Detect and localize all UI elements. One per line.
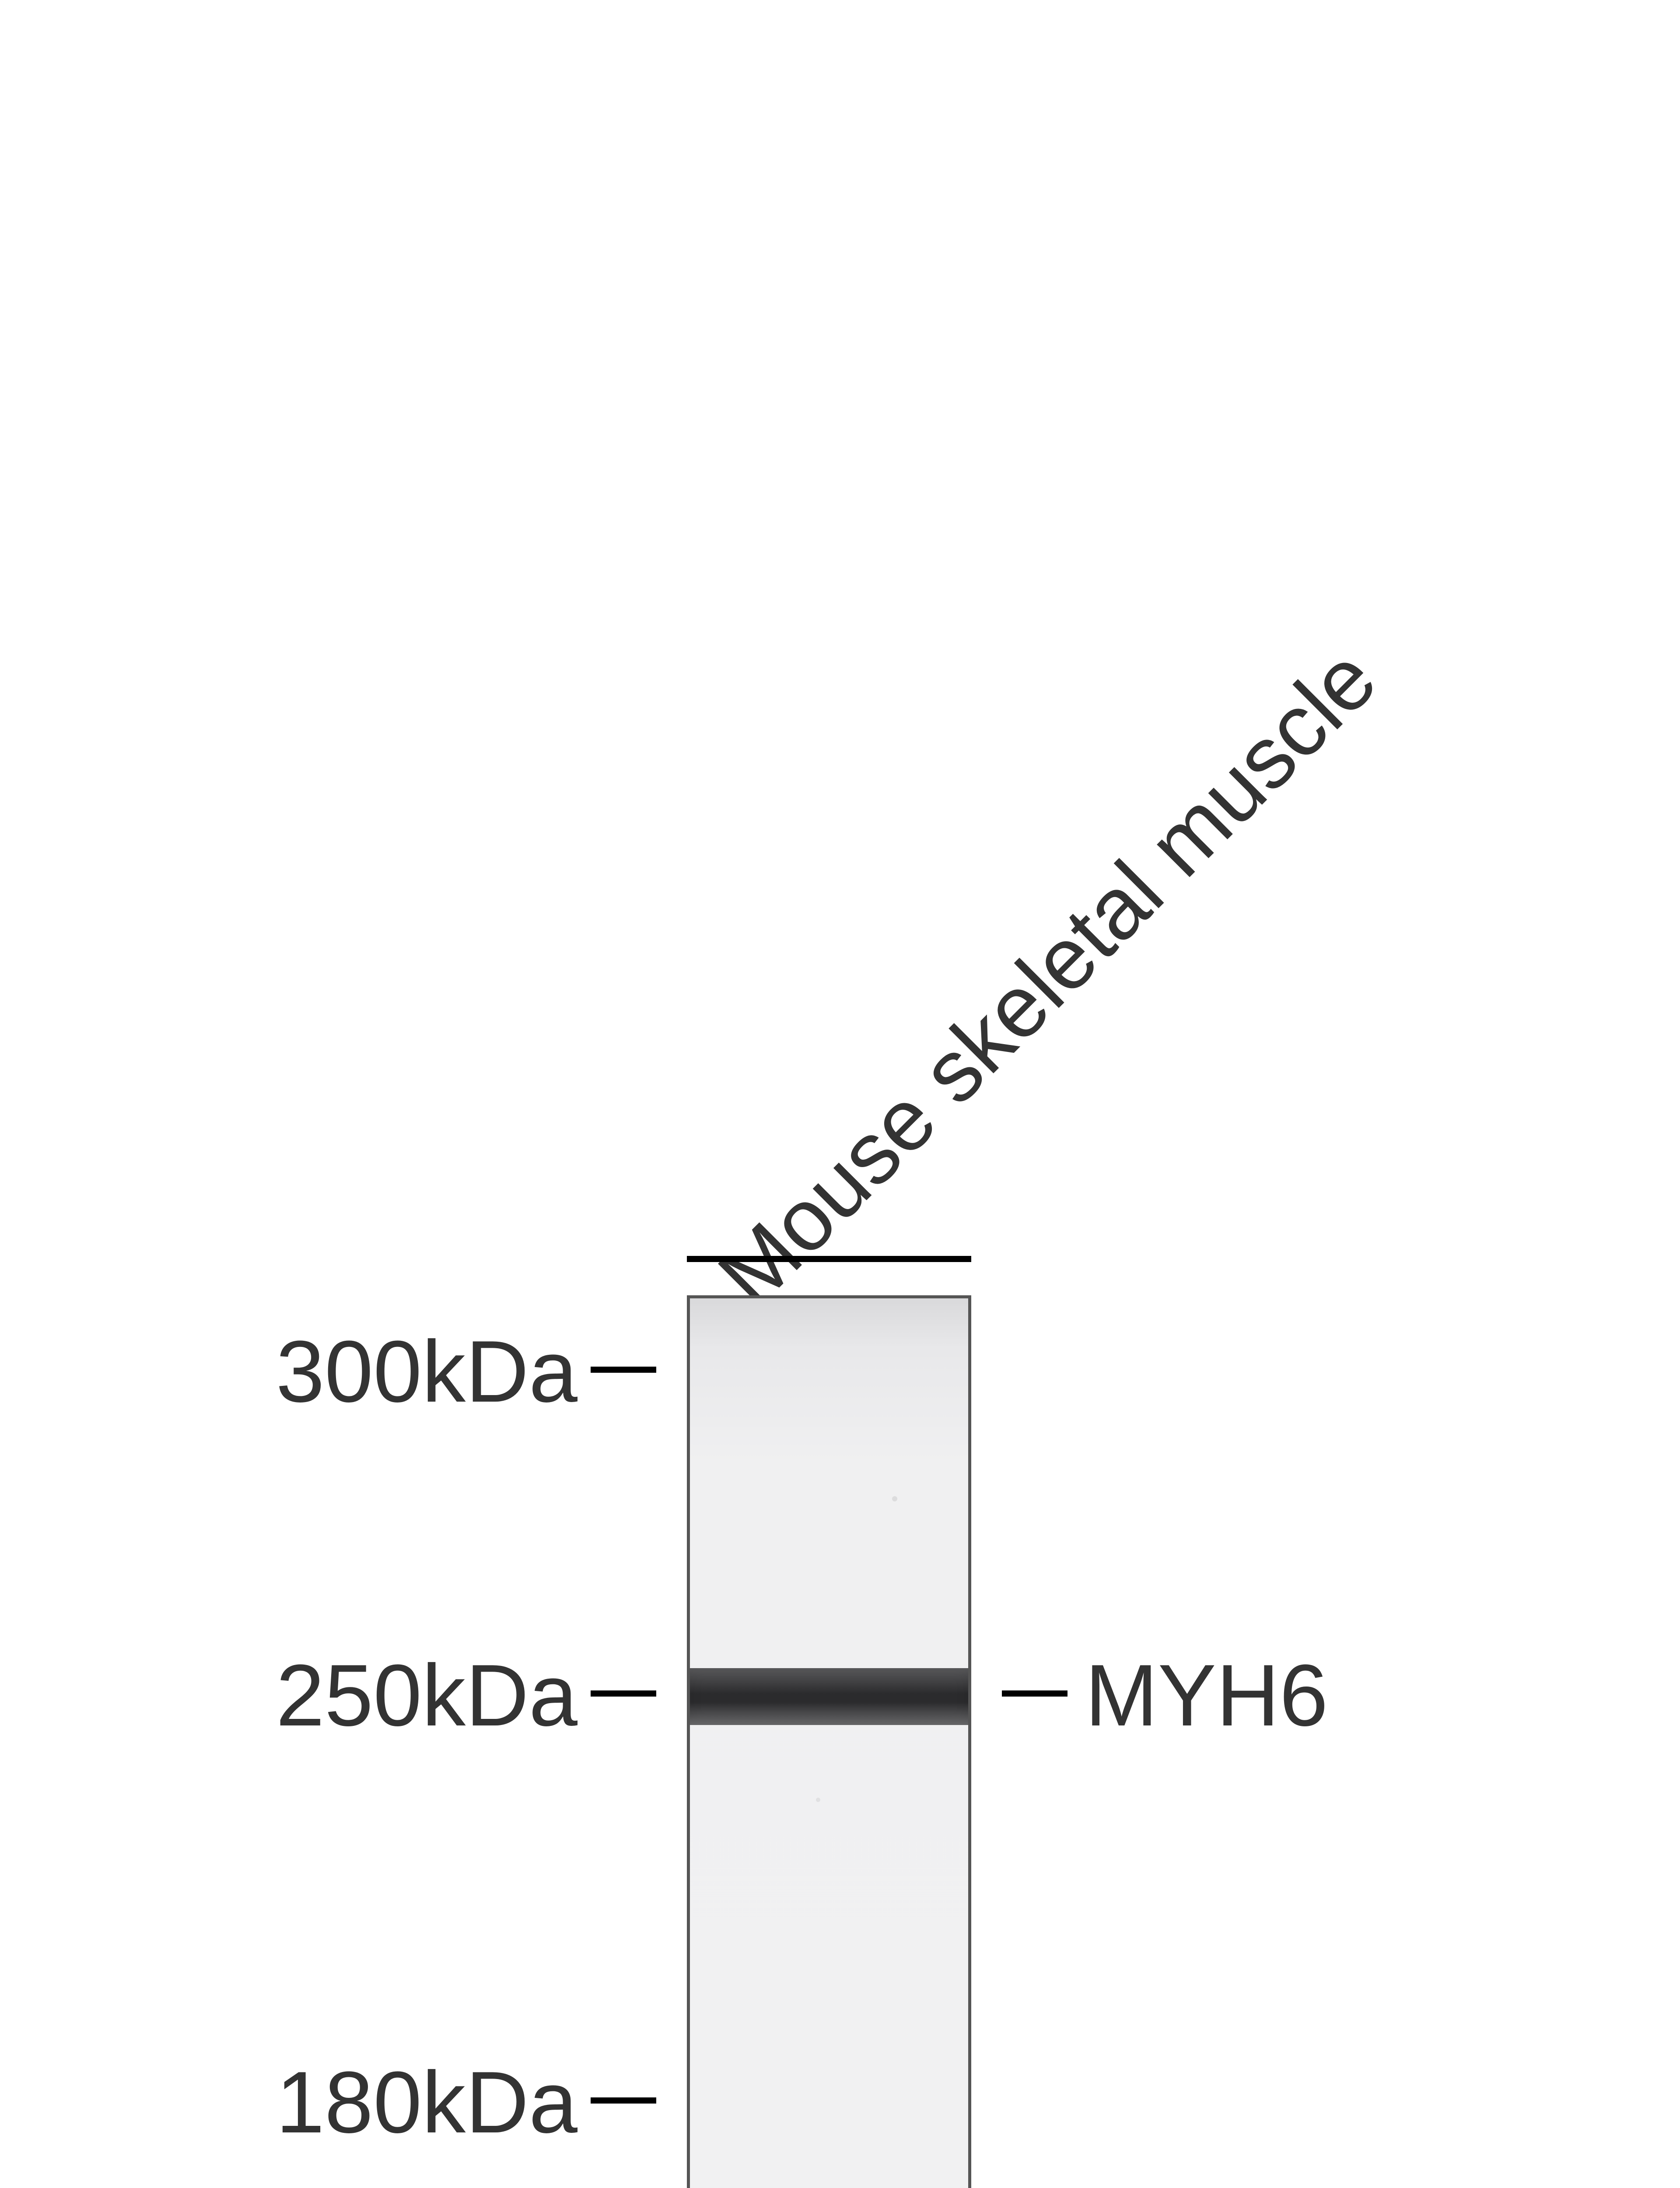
lane-noise-speckle	[816, 1798, 820, 1802]
marker-tick	[591, 1367, 656, 1373]
marker-tick	[591, 1690, 656, 1697]
lane-noise-speckle	[892, 1496, 897, 1501]
sample-label-underline	[687, 1256, 971, 1262]
sample-label: Mouse skeletal muscle	[699, 629, 1396, 1326]
marker-label: 300kDa	[276, 1322, 578, 1422]
marker-label: 250kDa	[276, 1645, 578, 1746]
band-label: MYH6	[1085, 1645, 1328, 1746]
band-tick	[1002, 1690, 1068, 1697]
marker-tick	[591, 2097, 656, 2104]
blot-lane	[687, 1295, 971, 2188]
band-myh6	[690, 1668, 968, 1725]
blot-figure: Mouse skeletal muscle 300kDa 250kDa 180kDa…	[0, 0, 1680, 2188]
marker-label: 180kDa	[276, 2052, 578, 2153]
